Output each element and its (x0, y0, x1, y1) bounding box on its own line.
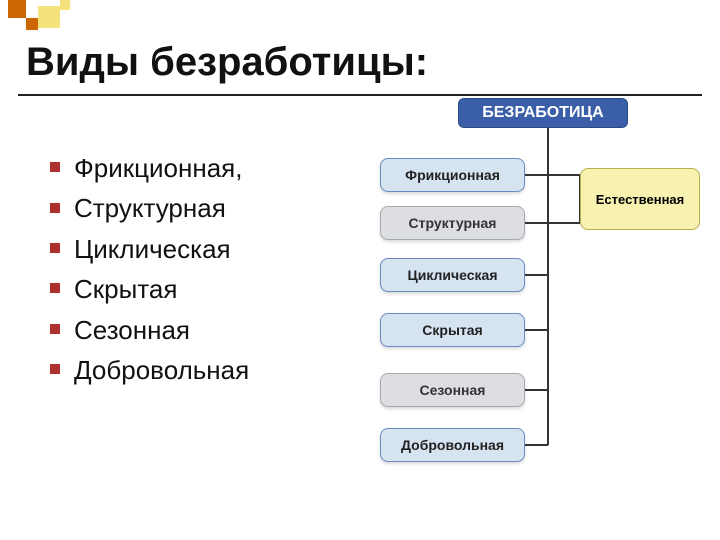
diagram-node: Циклическая (380, 258, 525, 292)
deco-square (8, 0, 26, 18)
list-item: Структурная (50, 190, 350, 226)
corner-decoration (0, 0, 90, 36)
diagram-root: БЕЗРАБОТИЦА (458, 98, 628, 128)
diagram-node: Фрикционная (380, 158, 525, 192)
diagram-node: Добровольная (380, 428, 525, 462)
list-item: Фрикционная, (50, 150, 350, 186)
diagram-node: Сезонная (380, 373, 525, 407)
diagram-group-box: Естественная (580, 168, 700, 230)
page-title: Виды безработицы: (26, 40, 428, 85)
deco-square (60, 0, 70, 10)
list-item: Сезонная (50, 312, 350, 348)
deco-square (26, 18, 38, 30)
list-item: Скрытая (50, 271, 350, 307)
diagram-node: Структурная (380, 206, 525, 240)
deco-square (38, 6, 60, 28)
hierarchy-diagram: БЕЗРАБОТИЦА Естественная Фрикционная Стру… (370, 98, 710, 528)
title-underline (18, 94, 702, 96)
list-item: Циклическая (50, 231, 350, 267)
list-item: Добровольная (50, 352, 350, 388)
bullet-list: Фрикционная, Структурная Циклическая Скр… (50, 150, 350, 392)
diagram-node: Скрытая (380, 313, 525, 347)
